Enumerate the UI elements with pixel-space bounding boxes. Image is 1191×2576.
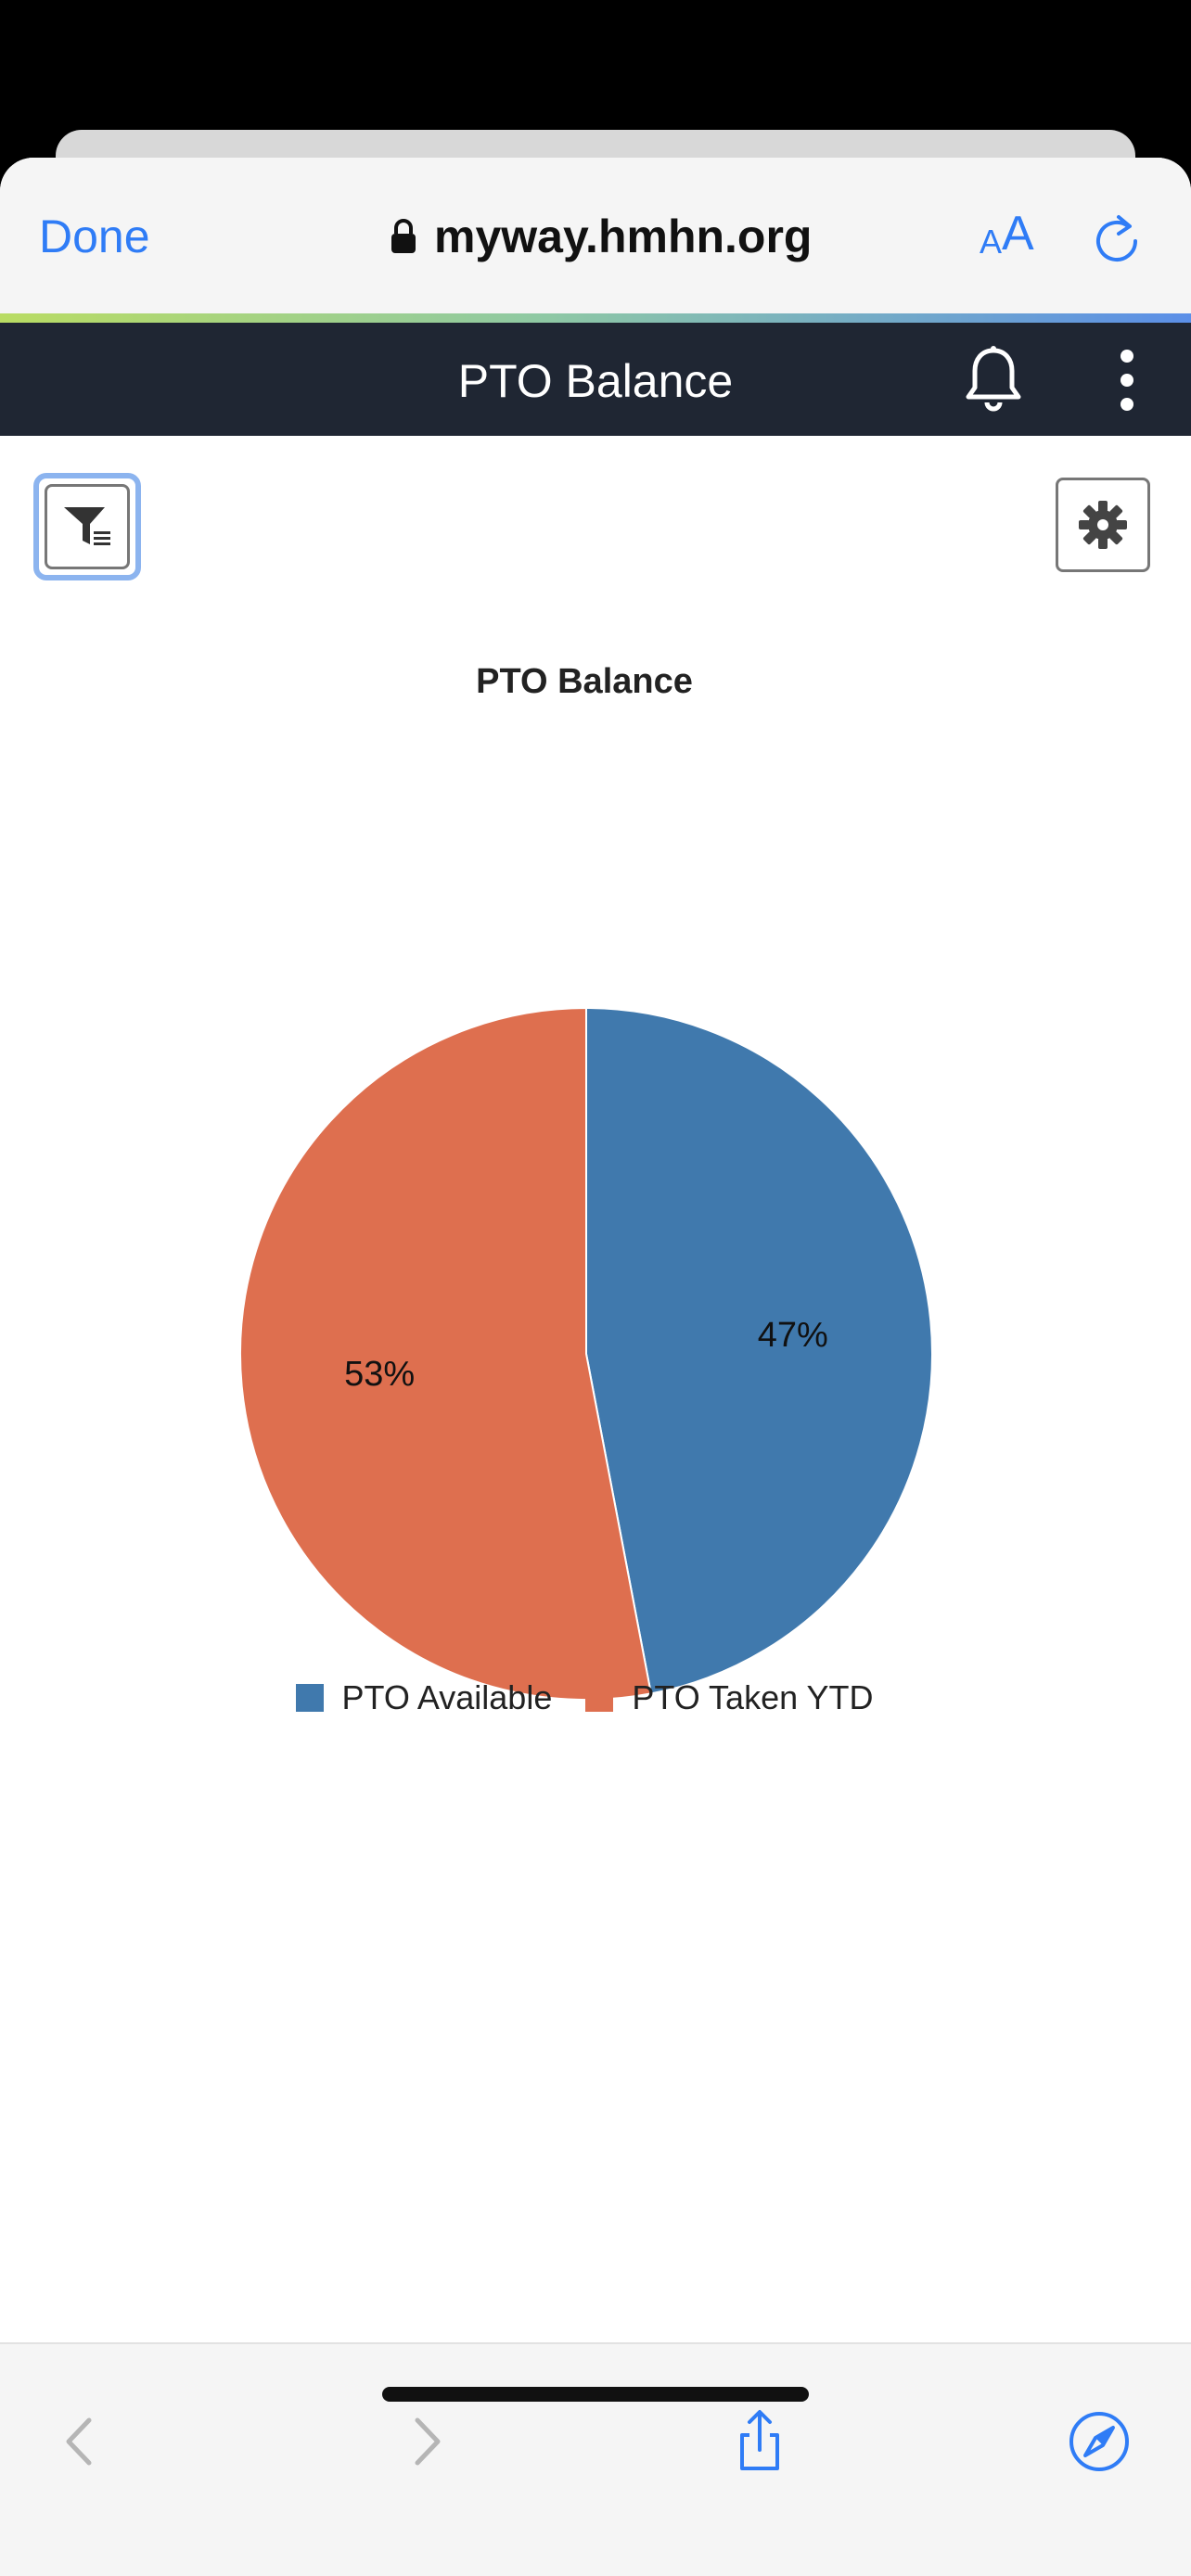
- bell-icon[interactable]: [961, 343, 1026, 417]
- home-indicator: [382, 2387, 809, 2402]
- page-load-bar: [0, 313, 1191, 323]
- pie-chart: 47% 53%: [239, 1006, 933, 1701]
- compass-icon[interactable]: [1067, 2409, 1132, 2474]
- app-header: PTO Balance: [0, 323, 1191, 436]
- pie-data-label: 53%: [344, 1355, 415, 1394]
- pie-data-label: 47%: [758, 1316, 828, 1355]
- legend-item[interactable]: PTO Taken YTD: [585, 1678, 873, 1717]
- forward-icon[interactable]: [393, 2409, 458, 2474]
- chart-legend: PTO Available PTO Taken YTD: [0, 1678, 1169, 1717]
- back-icon[interactable]: [48, 2409, 113, 2474]
- page-title: PTO Balance: [457, 355, 734, 407]
- filter-icon: [64, 507, 110, 545]
- pie-slice-pto-available[interactable]: [585, 1006, 933, 1695]
- legend-label: PTO Taken YTD: [632, 1678, 874, 1716]
- chart-title: PTO Balance: [476, 662, 693, 701]
- browser-toolbar: [0, 2342, 1191, 2576]
- gear-icon: [1079, 501, 1127, 549]
- pie-slice-pto-taken-ytd[interactable]: [239, 1006, 653, 1701]
- reload-icon[interactable]: [1091, 210, 1143, 265]
- filter-button-frame: [45, 484, 130, 569]
- legend-label: PTO Available: [341, 1678, 553, 1716]
- legend-swatch: [295, 1684, 324, 1712]
- legend-swatch: [585, 1684, 614, 1712]
- more-menu-icon[interactable]: [1113, 347, 1141, 414]
- url-field[interactable]: myway.hmhn.org: [390, 204, 812, 269]
- text-size-small-glyph: A: [980, 223, 1003, 261]
- filter-button[interactable]: [33, 473, 141, 580]
- share-icon[interactable]: [727, 2409, 792, 2474]
- lock-icon: [391, 219, 416, 253]
- settings-button[interactable]: [1056, 478, 1150, 572]
- url-text: myway.hmhn.org: [434, 210, 813, 262]
- text-size-large-glyph: A: [1002, 207, 1034, 261]
- done-button[interactable]: Done: [39, 210, 150, 262]
- legend-item[interactable]: PTO Available: [295, 1678, 553, 1717]
